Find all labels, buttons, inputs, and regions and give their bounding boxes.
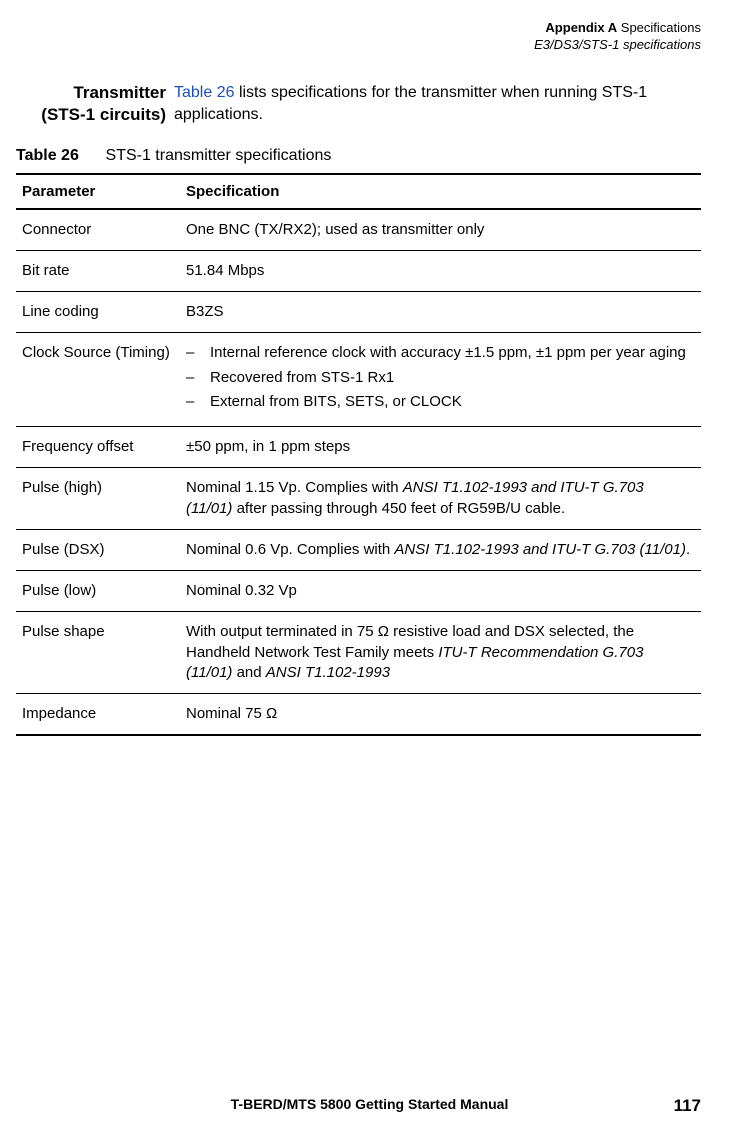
table-header-row: Parameter Specification (16, 174, 701, 209)
list-item: –Recovered from STS-1 Rx1 (186, 368, 691, 388)
page-footer: T-BERD/MTS 5800 Getting Started Manual 1… (0, 1096, 739, 1112)
table-row: Clock Source (Timing) –Internal reference… (16, 333, 701, 427)
table-reference-link[interactable]: Table 26 (174, 84, 235, 101)
table-row: Line codingB3ZS (16, 292, 701, 333)
col-specification: Specification (180, 174, 701, 209)
cell-parameter: Line coding (16, 292, 180, 333)
table-row: Frequency offset±50 ppm, in 1 ppm steps (16, 427, 701, 468)
cell-specification: One BNC (TX/RX2); used as transmitter on… (180, 209, 701, 251)
table-row: Pulse shapeWith output terminated in 75 … (16, 612, 701, 694)
table-row: ImpedanceNominal 75 Ω (16, 694, 701, 736)
cell-specification: With output terminated in 75 Ω resistive… (180, 612, 701, 694)
table-row: Pulse (low)Nominal 0.32 Vp (16, 571, 701, 612)
header-title: Specifications (617, 20, 701, 35)
cell-specification: B3ZS (180, 292, 701, 333)
section-body-text: lists specifications for the transmitter… (174, 84, 647, 123)
section-label: Transmitter (STS-1 circuits) (16, 82, 174, 127)
cell-specification: Nominal 0.32 Vp (180, 571, 701, 612)
table-row: Pulse (high)Nominal 1.15 Vp. Complies wi… (16, 468, 701, 530)
spec-table: Parameter Specification ConnectorOne BNC… (16, 173, 701, 737)
page-number: 117 (674, 1096, 701, 1116)
cell-specification: –Internal reference clock with accuracy … (180, 333, 701, 427)
cell-specification: Nominal 1.15 Vp. Complies with ANSI T1.1… (180, 468, 701, 530)
table-row: Pulse (DSX)Nominal 0.6 Vp. Complies with… (16, 529, 701, 570)
cell-parameter: Pulse (DSX) (16, 529, 180, 570)
list-item: –Internal reference clock with accuracy … (186, 343, 691, 363)
cell-parameter: Connector (16, 209, 180, 251)
cell-specification: Nominal 75 Ω (180, 694, 701, 736)
table-row: ConnectorOne BNC (TX/RX2); used as trans… (16, 209, 701, 251)
cell-specification: ±50 ppm, in 1 ppm steps (180, 427, 701, 468)
col-parameter: Parameter (16, 174, 180, 209)
table-caption-title: STS-1 transmitter specifications (106, 147, 332, 164)
cell-parameter: Impedance (16, 694, 180, 736)
cell-parameter: Bit rate (16, 250, 180, 291)
cell-specification: 51.84 Mbps (180, 250, 701, 291)
section-label-line1: Transmitter (16, 82, 166, 104)
section-intro: Transmitter (STS-1 circuits) Table 26 li… (16, 82, 701, 127)
header-appendix: Appendix A (545, 20, 617, 35)
cell-specification: Nominal 0.6 Vp. Complies with ANSI T1.10… (180, 529, 701, 570)
cell-parameter: Pulse (high) (16, 468, 180, 530)
table-caption-number: Table 26 (16, 147, 79, 164)
table-row: Bit rate51.84 Mbps (16, 250, 701, 291)
page: Appendix A Specifications E3/DS3/STS-1 s… (0, 0, 739, 736)
footer-title: T-BERD/MTS 5800 Getting Started Manual (231, 1096, 509, 1112)
section-label-line2: (STS-1 circuits) (16, 104, 166, 126)
header-subtitle: E3/DS3/STS-1 specifications (16, 37, 701, 54)
header-line1: Appendix A Specifications (16, 20, 701, 37)
page-header: Appendix A Specifications E3/DS3/STS-1 s… (16, 20, 701, 54)
table-caption: Table 26 STS-1 transmitter specification… (16, 147, 701, 165)
cell-parameter: Frequency offset (16, 427, 180, 468)
cell-parameter: Clock Source (Timing) (16, 333, 180, 427)
section-body: Table 26 lists specifications for the tr… (174, 82, 701, 127)
cell-parameter: Pulse shape (16, 612, 180, 694)
cell-parameter: Pulse (low) (16, 571, 180, 612)
list-item: –External from BITS, SETS, or CLOCK (186, 392, 691, 412)
